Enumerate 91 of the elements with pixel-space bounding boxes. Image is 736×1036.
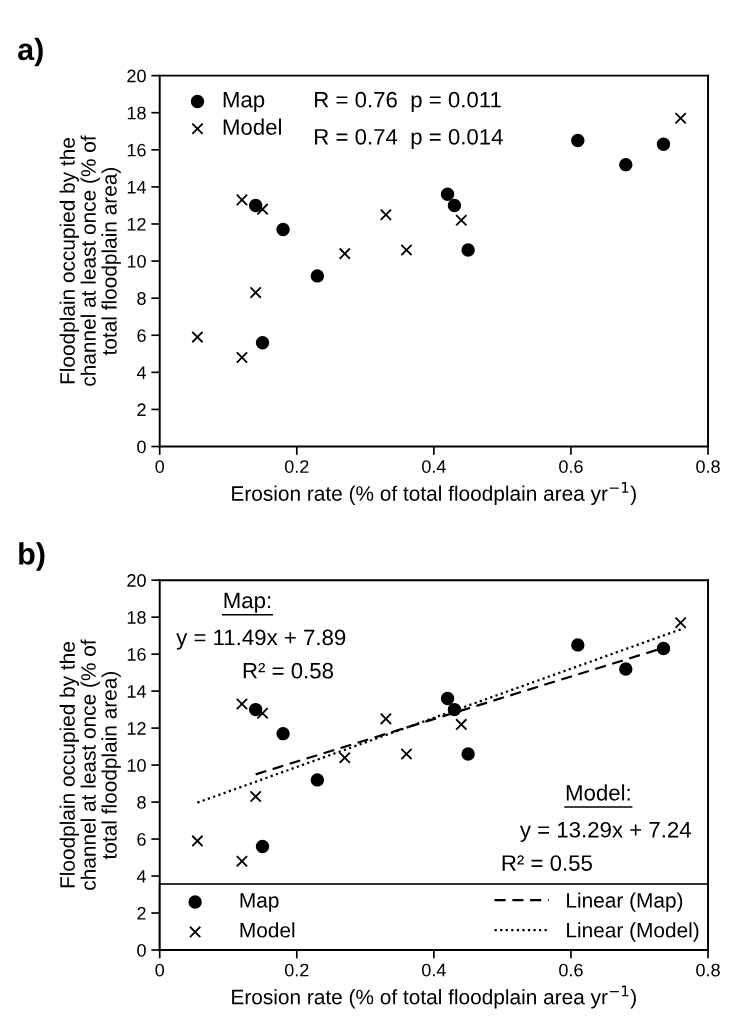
legend-label: Map — [240, 893, 279, 912]
y-axis-title: Floodplain occupied by the channel at least once (% of total floodplain area) — [59, 639, 121, 890]
y-tick-label: 6 — [137, 832, 146, 846]
point — [338, 751, 351, 764]
y-tick-label: 4 — [136, 366, 146, 379]
y-tick-label: 12 — [127, 722, 146, 735]
legend-label: Model — [223, 118, 281, 135]
point — [619, 157, 633, 172]
point — [338, 247, 351, 260]
point — [310, 269, 325, 283]
point — [440, 187, 455, 202]
x-tick-label: 0.2 — [284, 963, 309, 977]
x-axis-title: Erosion rate (% of total floodplain area yr$^{−1}$) — [232, 482, 636, 506]
point — [571, 638, 585, 652]
y-tick-label: 20 — [127, 574, 146, 587]
y-tick-label: 2 — [137, 403, 146, 416]
legend-label: Map — [223, 92, 265, 112]
point — [674, 616, 687, 629]
y-tick-label: 20 — [127, 69, 146, 83]
y-tick-label: 0 — [137, 943, 146, 957]
x-tick-label: 0.8 — [696, 963, 720, 977]
annotation: y = 11.49x + 7.89 — [176, 629, 346, 650]
point — [249, 286, 262, 299]
chart-title: b) — [19, 542, 45, 571]
point — [400, 747, 413, 761]
y-tick-label: 8 — [137, 796, 146, 809]
legend-label: Linear (Map) — [567, 892, 683, 912]
point — [656, 641, 671, 656]
point — [235, 351, 249, 364]
point — [191, 331, 204, 344]
y-tick-label: 16 — [127, 143, 146, 157]
point — [235, 698, 249, 711]
point — [310, 773, 325, 787]
point — [191, 834, 204, 847]
point — [674, 112, 687, 125]
point — [619, 662, 633, 676]
point — [256, 707, 269, 720]
annotation: Model: — [566, 784, 630, 801]
y-tick-label: 16 — [127, 648, 146, 661]
y-tick-label: 8 — [137, 292, 146, 305]
annotation: Map: — [224, 592, 271, 613]
point — [461, 747, 475, 761]
x-tick-label: 0.4 — [422, 460, 446, 473]
point — [440, 691, 455, 706]
point — [276, 726, 290, 741]
annotation: R = 0.76 p = 0.011 — [315, 91, 501, 112]
x-tick-label: 0.2 — [284, 460, 309, 473]
point — [255, 335, 270, 350]
point — [256, 203, 269, 216]
annotation: R² = 0.55 — [502, 855, 592, 871]
point — [571, 133, 585, 148]
point — [379, 208, 392, 221]
x-tick-label: 0.6 — [559, 460, 583, 473]
legend-label: Linear (Model) — [567, 922, 699, 942]
y-tick-label: 10 — [127, 759, 146, 772]
y-tick-label: 4 — [136, 870, 146, 883]
point — [400, 243, 413, 257]
y-tick-label: 12 — [127, 217, 146, 231]
point — [447, 198, 462, 213]
y-tick-label: 14 — [127, 685, 146, 698]
point — [235, 193, 249, 206]
y-tick-label: 18 — [127, 106, 146, 120]
point — [461, 243, 475, 257]
y-tick-label: 2 — [137, 906, 146, 920]
point — [656, 137, 671, 151]
point — [249, 790, 262, 803]
x-tick-label: 0.8 — [696, 460, 720, 473]
y-tick-label: 0 — [137, 440, 146, 454]
x-tick-label: 0.4 — [422, 963, 446, 977]
point — [248, 198, 263, 213]
point — [455, 214, 468, 227]
y-tick-label: 18 — [127, 611, 146, 624]
y-tick-label: 14 — [127, 181, 146, 194]
point — [379, 712, 392, 725]
point — [447, 702, 462, 717]
annotation: R² = 0.58 — [243, 662, 334, 679]
annotation: y = 13.29x + 7.24 — [519, 821, 691, 843]
x-tick-label: 0 — [155, 963, 165, 977]
y-tick-label: 10 — [127, 255, 146, 268]
x-tick-label: 0.6 — [559, 963, 583, 977]
chart-title: a) — [18, 37, 43, 67]
x-tick-label: 0 — [155, 460, 165, 473]
x-axis-title: Erosion rate (% of total floodplain area yr$^{−1}$) — [232, 985, 636, 1009]
point — [255, 839, 270, 854]
y-axis-title: Floodplain occupied by the channel at least once (% of total floodplain area) — [59, 135, 121, 386]
y-tick-label: 6 — [137, 329, 146, 342]
point — [276, 222, 290, 237]
point — [455, 718, 468, 731]
point — [235, 855, 249, 868]
annotation: R = 0.74 p = 0.014 — [315, 128, 503, 150]
legend-label: Model — [240, 922, 295, 938]
